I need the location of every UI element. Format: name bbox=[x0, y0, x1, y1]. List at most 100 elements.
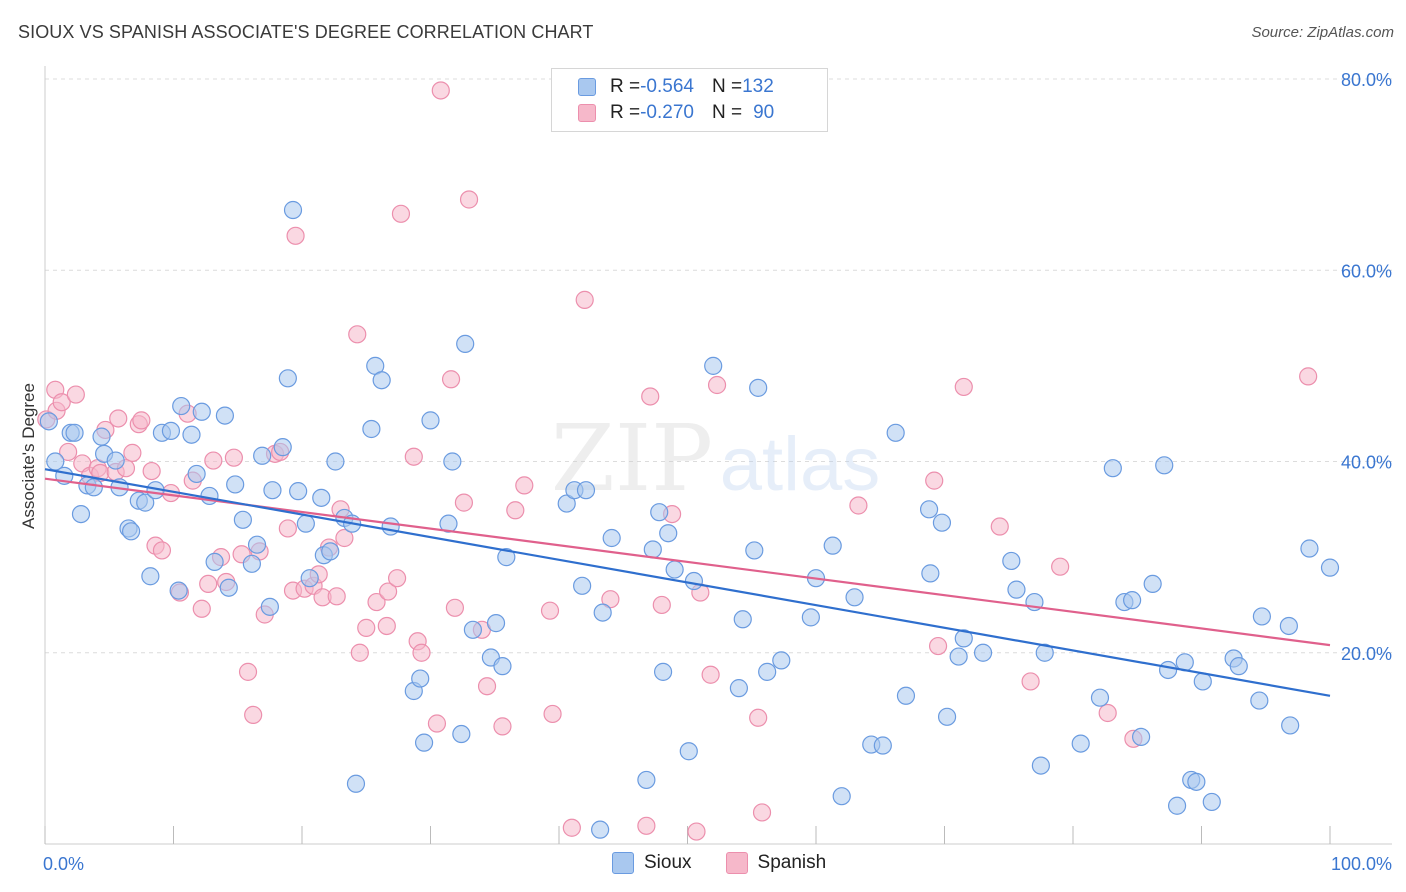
spanish-point bbox=[459, 190, 479, 209]
sioux-point bbox=[637, 770, 656, 790]
spanish-point bbox=[506, 501, 525, 520]
sioux-point bbox=[886, 423, 905, 442]
spanish-point bbox=[707, 375, 727, 395]
sioux-legend-label: Sioux bbox=[644, 852, 692, 873]
n-value: 90 bbox=[753, 102, 775, 123]
spanish-point bbox=[224, 448, 243, 467]
sioux-point bbox=[679, 742, 698, 761]
n-label: N = bbox=[711, 76, 743, 97]
sioux-point bbox=[300, 569, 319, 588]
spanish-point bbox=[387, 569, 407, 588]
sioux-point bbox=[1035, 643, 1054, 662]
sioux-point bbox=[326, 452, 345, 471]
sioux-point bbox=[141, 567, 160, 586]
y-axis-label: Associate's Degree bbox=[19, 383, 38, 529]
correlation-legend: R = -0.564 N = 132 R = -0.270 N = 90 bbox=[551, 68, 828, 132]
spanish-point bbox=[109, 409, 128, 428]
spanish-point bbox=[601, 590, 620, 609]
sioux-point bbox=[772, 651, 791, 670]
sioux-point bbox=[39, 412, 58, 431]
sioux-point bbox=[121, 522, 141, 541]
sioux-point bbox=[1143, 574, 1162, 594]
spanish-point bbox=[990, 517, 1009, 536]
sioux-point bbox=[362, 419, 381, 439]
watermark: ZIP atlas bbox=[551, 405, 880, 512]
spanish-point bbox=[543, 704, 562, 724]
spanish-point bbox=[377, 616, 396, 636]
sioux-point bbox=[283, 200, 303, 220]
sioux-point bbox=[896, 686, 916, 705]
sioux-point bbox=[1281, 716, 1300, 735]
sioux-point bbox=[253, 446, 272, 465]
sioux-swatch bbox=[578, 78, 596, 96]
spanish-point bbox=[493, 717, 512, 736]
y-tick-label: 40.0% bbox=[1341, 453, 1392, 473]
spanish-point bbox=[59, 442, 78, 462]
sioux-point bbox=[182, 425, 201, 444]
r-value: -0.564 bbox=[640, 76, 694, 97]
spanish-point bbox=[575, 290, 594, 309]
legend-item-spanish[interactable]: Spanish bbox=[725, 852, 826, 874]
sioux-point bbox=[823, 536, 842, 555]
spanish-point bbox=[427, 714, 447, 733]
sioux-point bbox=[84, 478, 103, 497]
spanish-point bbox=[391, 204, 411, 223]
sioux-point bbox=[411, 669, 430, 688]
spanish-point bbox=[749, 708, 768, 727]
sioux-point bbox=[733, 610, 752, 629]
spanish-point bbox=[637, 816, 656, 835]
sioux-point bbox=[226, 475, 245, 494]
sioux-point bbox=[187, 464, 206, 484]
sioux-point bbox=[497, 548, 516, 567]
spanish-swatch bbox=[578, 104, 596, 122]
sioux-point bbox=[1300, 539, 1319, 558]
sioux-point bbox=[242, 554, 261, 573]
sioux-point bbox=[1187, 772, 1206, 791]
sioux-point bbox=[381, 517, 400, 536]
sioux-point bbox=[1123, 591, 1142, 610]
x-tick-label: 0.0% bbox=[43, 854, 84, 874]
sioux-point bbox=[486, 614, 506, 633]
y-tick-label: 20.0% bbox=[1341, 644, 1392, 664]
sioux-point bbox=[219, 578, 238, 597]
sioux-point bbox=[665, 560, 684, 579]
spanish-point bbox=[515, 476, 534, 495]
sioux-point bbox=[192, 402, 211, 421]
sioux-legend-swatch bbox=[612, 852, 634, 874]
sioux-point bbox=[1158, 660, 1178, 680]
sioux-point bbox=[136, 493, 155, 512]
sioux-point bbox=[161, 421, 181, 440]
sioux-point bbox=[260, 597, 279, 616]
series-legend: Sioux Spanish bbox=[612, 852, 860, 874]
sioux-point bbox=[414, 733, 434, 752]
sioux-point bbox=[845, 588, 864, 607]
sioux-point bbox=[602, 528, 621, 548]
sioux-point bbox=[576, 481, 596, 500]
spanish-point bbox=[142, 461, 161, 481]
sioux-point bbox=[973, 643, 993, 662]
spanish-point bbox=[701, 665, 720, 684]
sioux-point bbox=[1007, 580, 1026, 599]
sioux-point bbox=[172, 396, 191, 416]
spanish-point bbox=[199, 574, 218, 594]
spanish-point bbox=[152, 541, 172, 560]
n-label: N = bbox=[711, 102, 743, 123]
sioux-point bbox=[921, 564, 940, 583]
spanish-point bbox=[431, 81, 450, 100]
legend-item-sioux[interactable]: Sioux bbox=[612, 852, 692, 874]
sioux-point bbox=[233, 510, 252, 529]
watermark-atlas: atlas bbox=[720, 422, 881, 507]
spanish-point bbox=[445, 598, 465, 617]
spanish-point bbox=[540, 601, 560, 620]
sioux-point bbox=[758, 662, 777, 681]
sioux-points bbox=[39, 200, 1340, 839]
sioux-point bbox=[643, 540, 662, 559]
spanish-point bbox=[66, 385, 85, 404]
sioux-point bbox=[278, 369, 297, 388]
spanish-legend-swatch bbox=[725, 852, 748, 874]
spanish-point bbox=[1021, 672, 1040, 691]
sioux-point bbox=[873, 736, 892, 755]
axes bbox=[44, 66, 1392, 845]
sioux-point bbox=[92, 427, 111, 446]
sioux-point bbox=[346, 774, 366, 793]
